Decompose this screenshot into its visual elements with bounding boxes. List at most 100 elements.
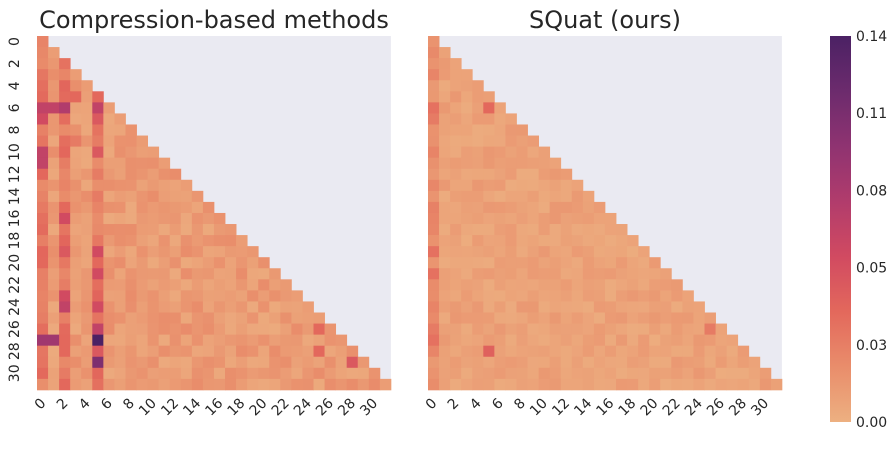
heatmap-cell bbox=[37, 168, 49, 181]
heatmap-cell bbox=[428, 36, 440, 48]
heatmap-cell bbox=[505, 224, 517, 236]
heatmap-cell bbox=[450, 345, 462, 358]
heatmap-cell bbox=[59, 69, 71, 81]
heatmap-cell bbox=[202, 301, 215, 313]
heatmap-cell bbox=[439, 334, 451, 347]
heatmap-cell bbox=[671, 301, 683, 313]
heatmap-cell bbox=[169, 312, 182, 324]
heatmap-cell bbox=[114, 312, 126, 324]
heatmap-cell bbox=[649, 301, 661, 313]
heatmap-cell bbox=[70, 168, 82, 181]
heatmap-cell bbox=[450, 290, 462, 302]
heatmap-cell bbox=[70, 323, 82, 336]
heatmap-cell bbox=[92, 113, 104, 125]
heatmap-cell bbox=[582, 246, 595, 258]
heatmap-cell bbox=[472, 356, 484, 369]
heatmap-cell bbox=[428, 201, 440, 214]
heatmap-cell bbox=[593, 290, 606, 302]
x-tick-label: 0 bbox=[423, 395, 441, 413]
heatmap-cell bbox=[258, 301, 270, 313]
heatmap-cell bbox=[461, 102, 473, 114]
y-tick-label: 22 bbox=[7, 276, 23, 294]
heatmap-cell bbox=[494, 124, 506, 136]
heatmap-cell bbox=[660, 301, 672, 313]
heatmap-cell bbox=[81, 290, 93, 302]
colorbar-tick-label: 0.08 bbox=[856, 183, 887, 199]
heatmap-cell bbox=[704, 378, 716, 391]
heatmap-cell bbox=[439, 168, 451, 181]
heatmap-cell bbox=[302, 334, 314, 347]
heatmap-cell bbox=[169, 290, 182, 302]
heatmap-cell bbox=[70, 235, 82, 247]
heatmap-cell bbox=[538, 235, 551, 247]
heatmap-cell bbox=[461, 345, 473, 358]
heatmap-cell bbox=[483, 356, 495, 369]
x-tick-label: 2 bbox=[445, 395, 463, 413]
heatmap-cell bbox=[638, 345, 650, 358]
heatmap-cell bbox=[527, 257, 539, 269]
heatmap-cell bbox=[191, 246, 204, 258]
heatmap-cell bbox=[505, 179, 517, 192]
heatmap-title: Compression-based methods bbox=[39, 6, 389, 34]
heatmap-cell bbox=[461, 312, 473, 324]
heatmap-cell bbox=[660, 323, 672, 336]
heatmap-cell bbox=[549, 212, 562, 225]
heatmap-cell bbox=[92, 224, 104, 236]
heatmap-cell bbox=[81, 345, 93, 358]
heatmap-cell bbox=[48, 168, 60, 181]
heatmap-cell bbox=[616, 323, 628, 336]
heatmap-cell bbox=[582, 212, 595, 225]
heatmap-cell bbox=[472, 334, 484, 347]
heatmap-cell bbox=[92, 345, 104, 358]
heatmap-cell bbox=[59, 91, 71, 103]
x-tick-label: 26 bbox=[313, 395, 337, 419]
heatmap-cell bbox=[627, 345, 639, 358]
heatmap-cell bbox=[147, 323, 160, 336]
heatmap-cell bbox=[302, 367, 314, 380]
heatmap-cell bbox=[549, 367, 562, 380]
heatmap-cell bbox=[225, 268, 237, 280]
colorbar-tick-label: 0.00 bbox=[856, 415, 887, 431]
heatmap-cell bbox=[37, 102, 49, 114]
heatmap-cell bbox=[494, 135, 506, 147]
heatmap-cell bbox=[269, 367, 281, 380]
heatmap-cell bbox=[472, 157, 484, 170]
heatmap-cell bbox=[428, 290, 440, 302]
heatmap-cell bbox=[483, 224, 495, 236]
heatmap-cell bbox=[37, 36, 49, 48]
x-tick-label: 18 bbox=[616, 395, 640, 419]
heatmap-cell bbox=[114, 345, 126, 358]
heatmap-cell bbox=[505, 146, 517, 159]
heatmap-cell bbox=[461, 212, 473, 225]
heatmap-cell bbox=[450, 102, 462, 114]
heatmap-cell bbox=[92, 201, 104, 214]
heatmap-cell bbox=[147, 312, 160, 324]
heatmap-cell bbox=[538, 257, 551, 269]
heatmap-cell bbox=[638, 301, 650, 313]
heatmap-cell bbox=[527, 179, 539, 192]
heatmap-cell bbox=[81, 102, 93, 114]
heatmap-cell bbox=[461, 279, 473, 291]
heatmap-cell bbox=[671, 323, 683, 336]
heatmap-cell bbox=[461, 235, 473, 247]
heatmap-cell bbox=[48, 290, 60, 302]
heatmap-cell bbox=[48, 345, 60, 358]
heatmap-cell bbox=[48, 113, 60, 125]
heatmap-cell bbox=[180, 235, 193, 247]
heatmap-cell bbox=[147, 279, 160, 291]
heatmap-cell bbox=[92, 235, 104, 247]
heatmap-cell bbox=[450, 334, 462, 347]
heatmap-cell bbox=[92, 356, 104, 369]
heatmap-cell bbox=[560, 290, 573, 302]
heatmap-cell bbox=[428, 301, 440, 313]
heatmap-cell bbox=[538, 312, 551, 324]
heatmap-cell bbox=[37, 356, 49, 369]
heatmap-cell bbox=[37, 301, 49, 313]
colorbar-tick-label: 0.14 bbox=[856, 29, 887, 45]
heatmap-cell bbox=[516, 279, 528, 291]
x-tick-label: 12 bbox=[158, 395, 182, 419]
heatmap-cell bbox=[660, 268, 672, 280]
heatmap-cell bbox=[428, 69, 440, 81]
heatmap-cell bbox=[103, 157, 115, 170]
